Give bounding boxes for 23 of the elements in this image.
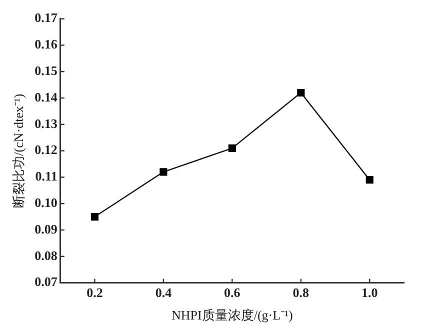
point [160, 168, 168, 176]
y-tick-label: 0.11 [35, 168, 58, 184]
x-tick-label: 0.8 [292, 284, 310, 300]
y-tick-label: 0.13 [34, 116, 58, 131]
x-axis-title: NHPI质量浓度/(g·L⁻¹) [172, 308, 293, 323]
point [297, 88, 305, 96]
y-tick-label: 0.16 [34, 36, 58, 52]
y-tick-label: 0.09 [34, 221, 58, 236]
point [228, 144, 236, 152]
x-tick-label: 1.0 [362, 284, 378, 300]
y-tick-label: 0.14 [34, 89, 58, 104]
y-tick-label: 0.07 [34, 274, 58, 290]
y-tick-label: 0.08 [34, 248, 58, 263]
x-tick-label: 0.6 [224, 284, 241, 300]
y-tick-label: 0.12 [34, 142, 58, 158]
point [90, 213, 98, 221]
x-tick-label: 0.4 [155, 284, 172, 300]
y-tick-label: 0.17 [34, 10, 58, 26]
x-tick-label: 0.2 [86, 284, 103, 300]
y-tick-label: 0.15 [34, 62, 58, 78]
point [366, 176, 374, 184]
y-tick-label: 0.10 [34, 194, 58, 210]
y-axis-title: 断裂比功/(cN·dtex⁻¹) [11, 94, 26, 208]
